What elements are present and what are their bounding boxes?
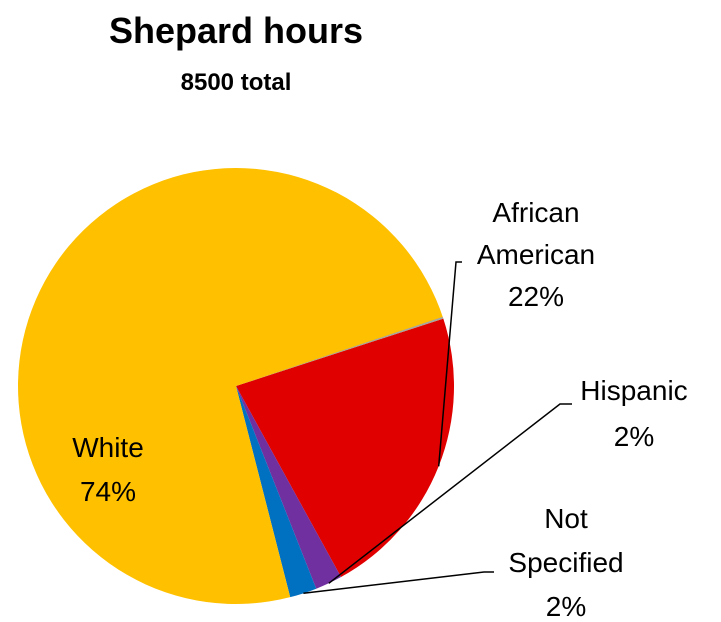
- slice-percent-white: 74%: [80, 476, 136, 507]
- pie-slice-white: [18, 167, 444, 604]
- slice-label-not-specified-line1: Not: [544, 503, 588, 534]
- slice-label-african-american-line2: American: [477, 239, 595, 270]
- leader-line-not-specified: [303, 571, 494, 595]
- slice-percent-hispanic: 2%: [614, 421, 654, 452]
- chart-title: Shepard hours: [109, 10, 363, 51]
- chart-subtitle: 8500 total: [181, 69, 292, 96]
- slice-percent-not-specified: 2%: [546, 591, 586, 622]
- slice-percent-african-american: 22%: [508, 281, 564, 312]
- slice-label-white: White: [72, 432, 144, 463]
- leader-line-african-american: [437, 261, 462, 467]
- leader-line-hispanic: [328, 403, 572, 584]
- pie-slice-not-specified: [236, 386, 317, 598]
- leader-lines: [303, 261, 572, 595]
- pie-slice-hispanic: [236, 386, 342, 589]
- slice-label-not-specified-line2: Specified: [508, 547, 623, 578]
- slice-label-hispanic: Hispanic: [580, 375, 687, 406]
- pie-slice-african-american: [236, 318, 454, 578]
- pie-slices: [18, 167, 454, 604]
- slice-label-african-american-line1: African: [492, 197, 579, 228]
- pie-slice-sliver: [236, 316, 444, 386]
